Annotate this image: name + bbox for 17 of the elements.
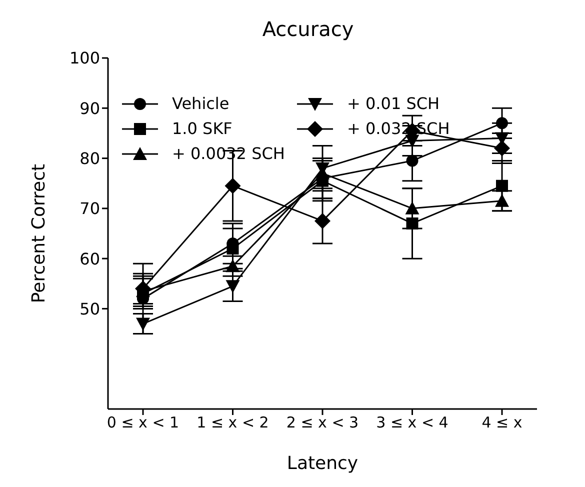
chart-title: Accuracy [262, 17, 354, 41]
x-tick-label: 0 ≤ x < 1 [106, 414, 180, 432]
y-tick-label: 70 [80, 199, 100, 218]
x-tick-label: 4 ≤ x [482, 414, 522, 432]
y-tick-label: 90 [80, 98, 100, 118]
legend-label: 1.0 SKF [172, 119, 232, 138]
x-tick-label: 3 ≤ x < 4 [376, 414, 448, 432]
y-tick-label: 60 [80, 249, 100, 268]
y-tick-label: 80 [80, 148, 100, 168]
y-axis-title: Percent Correct [28, 164, 50, 304]
x-axis-title: Latency [286, 453, 358, 474]
legend-label: Vehicle [172, 94, 230, 113]
y-tick-label: 100 [69, 48, 100, 68]
y-tick-label: 50 [80, 299, 100, 318]
x-tick-label: 1 ≤ x < 2 [196, 414, 269, 432]
x-tick-label: 2 ≤ x < 3 [286, 414, 359, 432]
legend-label: + 0.01 SCH [347, 94, 440, 113]
